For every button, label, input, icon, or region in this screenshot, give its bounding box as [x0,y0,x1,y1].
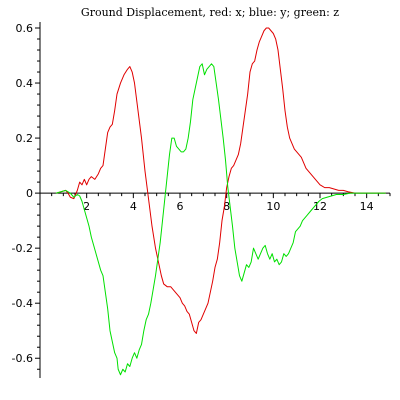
x-tick-label: 8 [223,200,230,213]
y-tick-label: -0.4 [12,297,33,310]
x-tick-label: 4 [130,200,137,213]
y-tick-label: -0.2 [12,242,33,255]
y-tick-label: 0.4 [16,77,34,90]
series-line-2 [55,63,386,376]
chart-title: Ground Displacement, red: x; blue: y; gr… [81,6,339,19]
x-tick-label: 12 [313,200,327,213]
series-group [55,27,386,376]
x-axis: 2 4 6 8 10 12 14 [40,192,391,213]
x-tick-label: 6 [177,200,184,213]
y-tick-label: 0.2 [16,132,34,145]
x-tick-label: 10 [266,200,280,213]
series-line-1 [55,27,386,334]
y-axis: -0.6 -0.4 -0.2 0 0.2 0.4 0.6 [12,22,41,378]
x-tick-label: 2 [83,200,90,213]
y-tick-label: 0 [26,187,33,200]
y-tick-label: -0.6 [12,352,33,365]
x-tick-label: 14 [360,200,374,213]
y-tick-label: 0.6 [16,22,34,35]
